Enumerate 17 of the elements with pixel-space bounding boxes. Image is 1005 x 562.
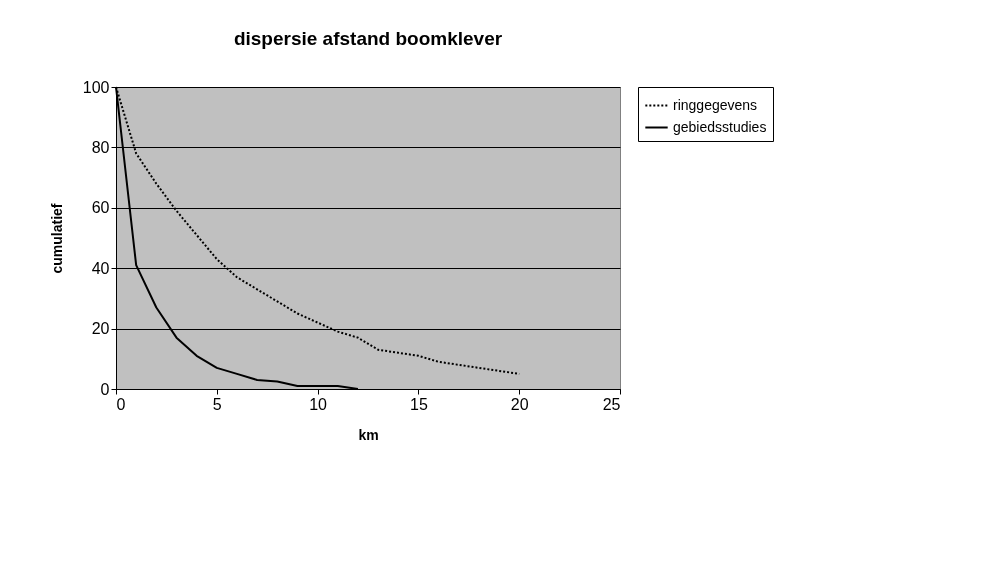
y-tick-label: 0 xyxy=(100,380,110,398)
y-tick-label: 100 xyxy=(82,78,110,96)
y-tick-label: 40 xyxy=(91,259,110,277)
legend-label: gebiedsstudies xyxy=(673,118,767,135)
x-tick-label: 5 xyxy=(212,395,222,413)
x-axis-title: km xyxy=(358,426,379,443)
x-tick-label: 20 xyxy=(510,395,529,413)
legend-label: ringgegevens xyxy=(673,96,758,113)
chart-title: dispersie afstand boomklever xyxy=(233,28,503,49)
y-tick-label: 80 xyxy=(91,138,110,156)
y-tick-label: 20 xyxy=(91,320,110,338)
x-tick-label: 15 xyxy=(410,395,428,413)
y-tick-label: 60 xyxy=(91,199,110,217)
x-tick-label: 0 xyxy=(116,395,126,413)
x-tick-label: 10 xyxy=(309,395,328,413)
y-axis-title: cumulatief xyxy=(48,203,65,274)
x-tick-label: 25 xyxy=(602,395,621,413)
